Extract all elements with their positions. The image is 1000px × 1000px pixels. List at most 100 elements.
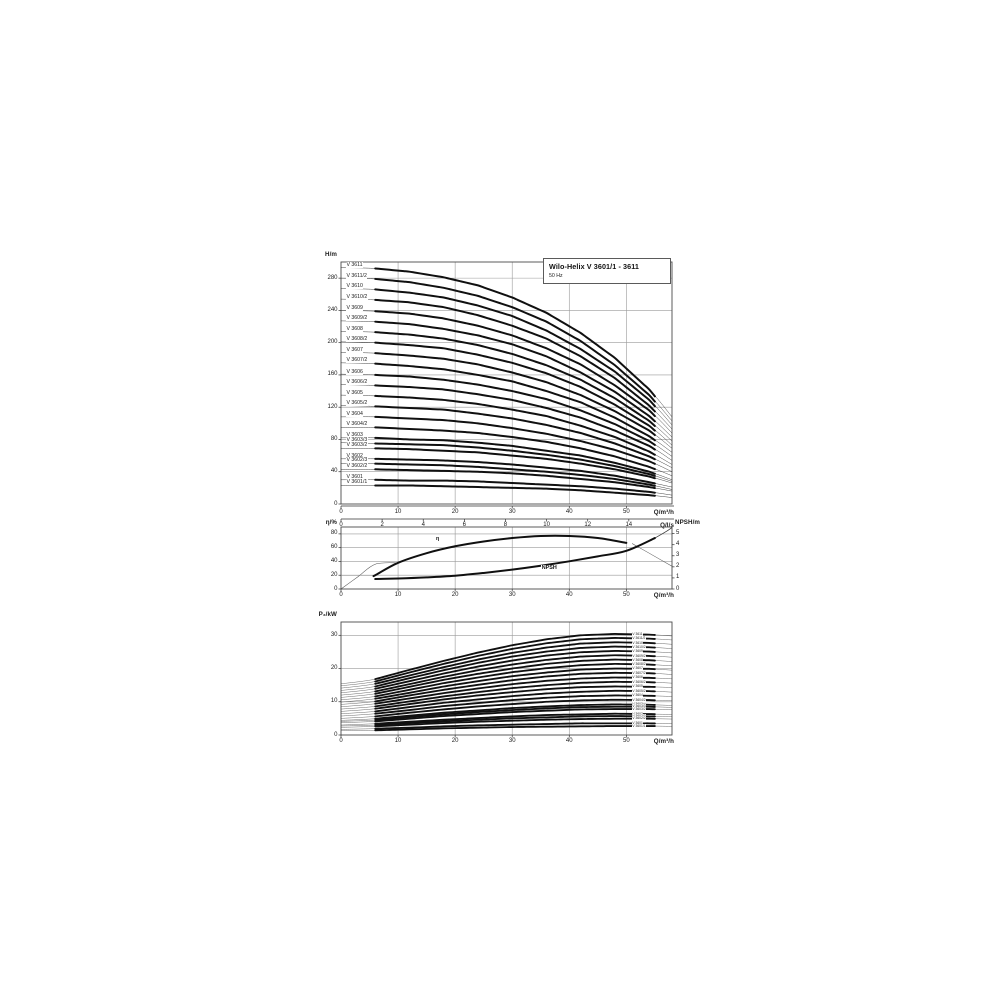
q-m3h-tick: 10 bbox=[394, 509, 402, 515]
head-curve bbox=[374, 277, 656, 403]
power-curve-label-20: V 3602/3 bbox=[632, 713, 646, 718]
head-curve bbox=[374, 394, 656, 456]
chart-title-box: Wilo-Helix V 3601/1 - 3611 50 Hz bbox=[543, 258, 671, 284]
eta-y-tick: 40 bbox=[330, 557, 338, 564]
head-curve bbox=[374, 415, 656, 465]
npsh-y-tick: 0 bbox=[676, 585, 680, 592]
q-ls-tick: 12 bbox=[584, 522, 592, 528]
head-curve-label-11: V 3606/2 bbox=[346, 379, 368, 386]
head-curve bbox=[374, 341, 656, 432]
power-curve-label-3: V 3610/2 bbox=[632, 644, 646, 649]
power-y-tick: 30 bbox=[330, 631, 338, 638]
eta-y-tick: 60 bbox=[330, 544, 338, 551]
head-curve-label-20: V 3602/3 bbox=[346, 457, 368, 464]
power-q-axis-title: Q/m³/h bbox=[653, 737, 674, 745]
power-curve bbox=[374, 703, 656, 720]
head-curve-label-18: V 3603/2 bbox=[346, 442, 368, 449]
npsh-y-tick: 1 bbox=[676, 574, 680, 581]
head-curve-label-4: V 3609 bbox=[346, 305, 364, 311]
power-curve bbox=[374, 667, 656, 700]
head-y-tick: 40 bbox=[330, 468, 338, 475]
power-curve-label-18: V 3603/2 bbox=[632, 706, 646, 711]
npsh-y-tick: 2 bbox=[676, 563, 680, 570]
power-y-tick: 0 bbox=[334, 731, 338, 738]
head-curve-label-3: V 3610/2 bbox=[346, 293, 368, 300]
head-curve-label-10: V 3606 bbox=[346, 368, 364, 375]
head-curve bbox=[374, 362, 656, 442]
head-curve bbox=[374, 405, 656, 461]
head-y-tick: 280 bbox=[327, 274, 338, 281]
power-y-axis-title: P₂/kW bbox=[318, 611, 337, 618]
power-curve bbox=[374, 649, 656, 690]
eta-y-tick: 0 bbox=[334, 585, 338, 592]
power-curve-label-7: V 3608/2 bbox=[632, 662, 646, 667]
power-curve-label-9: V 3607/2 bbox=[632, 670, 646, 675]
power-curve bbox=[374, 705, 656, 721]
head-curve-label-9: V 3607/2 bbox=[346, 357, 368, 364]
q-m3h-tick: 50 bbox=[623, 509, 630, 515]
q-m3h-axis-title: Q/m³/h bbox=[653, 508, 674, 516]
power-curve bbox=[374, 685, 656, 710]
power-curve bbox=[374, 641, 656, 685]
power-y-tick: 20 bbox=[330, 665, 338, 672]
q-m3h-tick: 0 bbox=[339, 509, 343, 515]
power-curve bbox=[374, 715, 656, 726]
head-y-tick: 0 bbox=[334, 500, 338, 507]
power-q-tick: 50 bbox=[623, 738, 630, 744]
power-curve-label-21: V 3602/2 bbox=[632, 716, 646, 721]
q-ls-tick: 0 bbox=[339, 522, 343, 528]
eta-q-tick: 50 bbox=[623, 592, 630, 598]
eta-q-tick: 20 bbox=[451, 592, 459, 598]
q-ls-tick: 10 bbox=[543, 522, 550, 528]
head-curve-label-8: V 3607 bbox=[346, 346, 364, 353]
efficiency-curve bbox=[372, 534, 628, 578]
head-curve-label-1: V 3611/2 bbox=[346, 272, 368, 279]
head-y-axis-title: H/m bbox=[325, 251, 337, 258]
head-curve-label-17: V 3603/3 bbox=[346, 437, 368, 444]
eta-q-tick: 30 bbox=[508, 592, 516, 598]
head-curve-label-0: V 3611 bbox=[346, 262, 364, 269]
q-ls-tick: 14 bbox=[625, 522, 633, 528]
head-curve-label-7: V 3608/2 bbox=[346, 336, 368, 343]
power-curve-label-10: V 3606 bbox=[632, 675, 644, 680]
head-y-tick: 160 bbox=[327, 371, 338, 378]
q-m3h-tick: 40 bbox=[565, 509, 573, 515]
head-curve bbox=[374, 288, 656, 408]
head-curve-label-13: V 3605/2 bbox=[346, 400, 368, 407]
head-curve bbox=[374, 352, 656, 437]
head-curve bbox=[374, 373, 656, 446]
npsh-y-tick: 4 bbox=[676, 541, 680, 548]
eta-y-tick: 20 bbox=[330, 571, 338, 578]
head-curve-label-21: V 3602/2 bbox=[346, 463, 368, 470]
head-curve bbox=[374, 331, 656, 427]
power-curve-label-0: V 3611 bbox=[632, 632, 643, 637]
head-curve bbox=[374, 442, 656, 477]
head-curve bbox=[374, 310, 656, 418]
power-curve bbox=[374, 725, 656, 732]
power-q-tick: 0 bbox=[339, 738, 343, 744]
head-curve bbox=[374, 447, 656, 480]
eta-q-tick: 0 bbox=[339, 592, 343, 598]
power-curve-label-11: V 3606/2 bbox=[632, 679, 646, 684]
eta-q-tick: 10 bbox=[394, 592, 402, 598]
power-curve bbox=[374, 662, 656, 698]
power-curve-label-15: V 3604/2 bbox=[632, 697, 646, 702]
power-curve-label-4: V 3609 bbox=[632, 649, 644, 654]
power-curve-label-22: V 3601 bbox=[632, 720, 644, 725]
power-curve bbox=[374, 637, 656, 683]
power-curve bbox=[374, 708, 656, 723]
head-curve bbox=[374, 298, 656, 413]
head-curve-label-15: V 3604/2 bbox=[346, 421, 368, 428]
head-curve-label-23: V 3601/1 bbox=[346, 479, 368, 486]
head-curve bbox=[374, 320, 656, 423]
npsh-curve bbox=[374, 537, 656, 581]
eta-y-tick: 80 bbox=[330, 530, 338, 537]
head-y-tick: 120 bbox=[327, 403, 338, 410]
npsh-y-axis-title: NPSH/m bbox=[675, 519, 701, 526]
power-curve-label-12: V 3605 bbox=[632, 684, 644, 689]
power-curve-label-5: V 3609/2 bbox=[632, 653, 646, 658]
q-m3h-tick: 30 bbox=[508, 509, 516, 515]
power-curve bbox=[374, 722, 656, 730]
